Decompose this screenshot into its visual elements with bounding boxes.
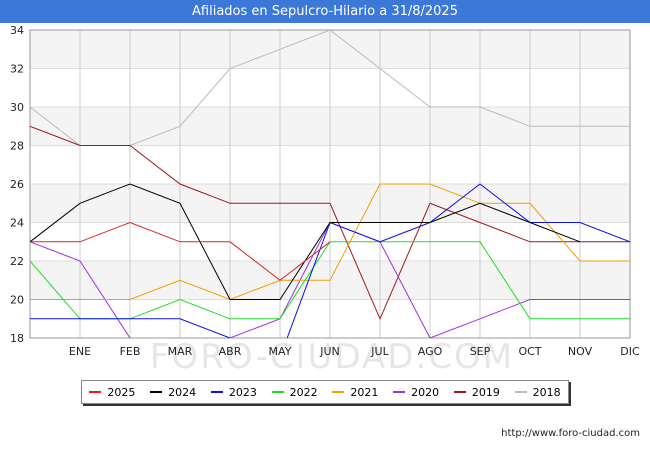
watermark-text: FORO-CIUDAD.COM — [150, 337, 514, 377]
series-line-2019 — [30, 125, 630, 321]
y-tick-label: 24 — [10, 217, 24, 230]
legend-label: 2025 — [107, 385, 136, 399]
x-tick-label: MAY — [269, 345, 292, 358]
legend-item-2024: 2024 — [150, 386, 196, 399]
legend-swatch — [89, 391, 102, 393]
x-tick-label: JUN — [319, 345, 340, 358]
y-tick-label: 18 — [10, 332, 24, 345]
legend-swatch — [514, 391, 527, 393]
x-tick-label: OCT — [518, 345, 541, 358]
series-line-2021 — [30, 183, 630, 301]
legend-swatch — [271, 391, 284, 393]
legend-item-2019: 2019 — [453, 385, 500, 399]
y-tick-label: 34 — [10, 24, 24, 37]
y-tick-label: 32 — [10, 63, 24, 76]
legend-item-2023: 2023 — [210, 385, 257, 399]
chart-title: Afiliados en Sepulcro-Hilario a 31/8/202… — [0, 0, 650, 23]
legend-item-2022: 2022 — [271, 385, 318, 399]
legend-item-2018: 2018 — [514, 385, 561, 399]
legend-label: 2022 — [289, 385, 318, 399]
legend-swatch — [332, 391, 345, 393]
legend-item-2021: 2021 — [332, 386, 378, 399]
legend-label: 2019 — [471, 385, 500, 399]
series-lines — [30, 30, 630, 338]
legend-item-2020: 2020 — [393, 386, 439, 399]
legend: 2025 2024 2023 2022 2021 2020 2019 2018 — [81, 380, 569, 404]
source-url: http://www.foro-ciudad.com — [501, 428, 640, 439]
x-tick-label: DIC — [620, 345, 640, 358]
y-tick-label: 26 — [10, 178, 24, 191]
legend-swatch — [210, 391, 223, 393]
y-tick-labels: 18 20 22 24 26 28 30 32 34 — [10, 24, 24, 345]
legend-swatch — [150, 391, 163, 393]
x-tick-label: SEP — [470, 345, 491, 358]
x-tick-label: NOV — [568, 345, 593, 358]
y-tick-label: 22 — [10, 255, 24, 268]
legend-label: 2024 — [168, 385, 197, 399]
x-tick-label: ABR — [219, 345, 242, 358]
y-tick-label: 28 — [10, 140, 24, 153]
x-tick-label: AGO — [418, 345, 443, 358]
legend-label: 2021 — [350, 385, 379, 399]
series-line-2025 — [30, 221, 331, 281]
x-tick-label: ENE — [69, 345, 91, 358]
x-tick-label: MAR — [168, 345, 193, 358]
legend-swatch — [393, 391, 406, 393]
y-tick-label: 20 — [10, 294, 24, 307]
y-tick-label: 30 — [10, 101, 24, 114]
x-tick-label: JUL — [370, 345, 389, 358]
legend-label: 2018 — [532, 385, 561, 399]
legend-item-2025: 2025 — [89, 386, 135, 399]
legend-swatch — [453, 391, 466, 393]
legend-label: 2023 — [228, 385, 257, 399]
x-tick-label: FEB — [120, 345, 141, 358]
x-tick-labels: ENE FEB MAR ABR MAY JUN JUL AGO SEP OCT NOV DIC — [69, 345, 640, 358]
legend-label: 2020 — [411, 385, 440, 399]
